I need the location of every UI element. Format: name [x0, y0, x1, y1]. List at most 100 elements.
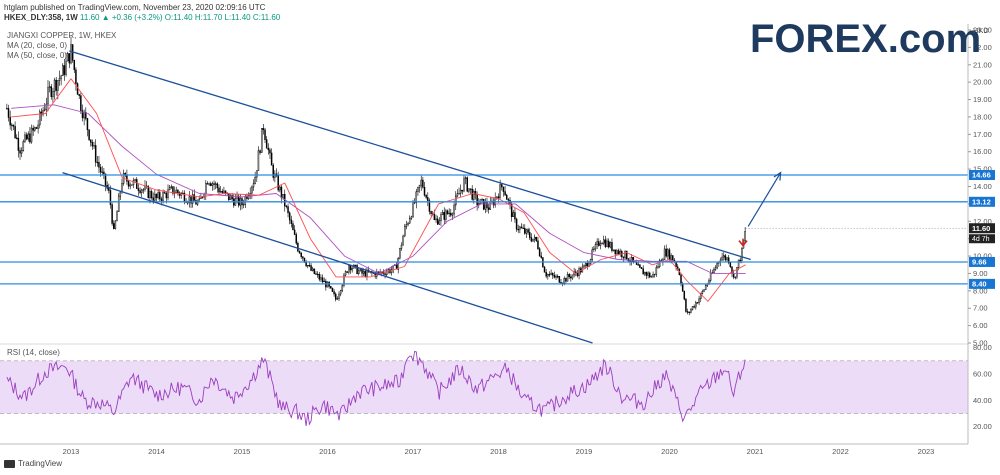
candle-body: [507, 199, 510, 201]
candle-body: [159, 192, 161, 200]
candle-body: [104, 173, 107, 186]
ohlc-readout: 11.60 ▲ +0.36 (+3.2%) O:11.40 H:11.70 L:…: [80, 13, 281, 22]
candle-body: [688, 311, 690, 314]
ma20-legend[interactable]: MA (20, close, 0): [7, 41, 68, 50]
candle-body: [132, 180, 135, 185]
candle-body: [68, 53, 71, 64]
candle-body: [267, 147, 270, 151]
candle-body: [43, 108, 46, 111]
candle-body: [736, 267, 738, 278]
candle-body: [80, 95, 82, 111]
candle-body: [32, 127, 34, 131]
candle-body: [653, 273, 656, 276]
symbol-header: HKEX_DLY:358, 1W 11.60 ▲ +0.36 (+3.2%) O…: [4, 13, 280, 22]
candle-body: [476, 194, 478, 206]
candle-body: [326, 281, 329, 288]
candle-body: [578, 268, 580, 277]
price-tick-label: 19.00: [973, 95, 992, 104]
candle-body: [91, 141, 94, 147]
candle-body: [723, 255, 725, 258]
candle-body: [505, 194, 508, 200]
candle-body: [310, 265, 312, 271]
candle-body: [27, 133, 29, 140]
candle-body: [538, 248, 541, 257]
candle-body: [601, 242, 603, 245]
candle-body: [571, 274, 574, 279]
candle-body: [76, 83, 79, 95]
chart-title: JIANGXI COPPER, 1W, HKEX: [7, 31, 117, 40]
candle-body: [683, 290, 686, 300]
tradingview-footer[interactable]: TradingView: [4, 459, 62, 468]
candle-body: [247, 195, 250, 199]
candle-body: [399, 248, 401, 259]
candle-body: [550, 272, 552, 275]
time-tick-label: 2015: [234, 447, 251, 456]
candle-body: [647, 272, 649, 276]
candle-body: [262, 128, 265, 131]
candle-body: [593, 248, 595, 251]
candle-body: [218, 187, 220, 193]
ma50-legend[interactable]: MA (50, close, 0): [7, 51, 68, 60]
candle-body: [540, 255, 542, 258]
level-price-tag: [969, 278, 995, 289]
candle-body: [37, 124, 39, 129]
candle-body: [686, 311, 689, 313]
candle-body: [458, 193, 460, 195]
upper-trendline[interactable]: [69, 50, 751, 261]
candle-body: [154, 193, 156, 201]
rsi-tick-label: 40.00: [973, 396, 992, 405]
candle-body: [155, 193, 158, 198]
candle-body: [101, 171, 103, 173]
trendlines[interactable]: [62, 50, 782, 344]
candle-body: [724, 255, 727, 261]
axes: 5.006.007.008.009.0010.0011.0012.0013.00…: [0, 24, 992, 456]
candle-body: [50, 86, 53, 98]
candle-body: [626, 250, 628, 260]
candle-body: [594, 244, 597, 250]
candle-body: [206, 183, 209, 185]
candle-body: [443, 211, 445, 220]
candle-body: [617, 250, 620, 255]
candle-body: [404, 226, 406, 237]
candle-body: [7, 108, 10, 118]
candle-body: [298, 250, 301, 254]
candle-body: [364, 271, 367, 277]
candle-body: [714, 266, 717, 270]
candle-body: [657, 266, 659, 268]
symbol-label: HKEX_DLY:358, 1W: [4, 13, 78, 22]
horizontal-levels[interactable]: [0, 174, 968, 285]
candle-body: [302, 256, 304, 259]
time-tick-label: 2020: [661, 447, 678, 456]
candle-body: [265, 139, 268, 149]
candle-body: [474, 190, 477, 196]
candle-body: [645, 271, 648, 276]
candle-body: [256, 170, 258, 178]
candle-body: [484, 202, 487, 210]
candle-body: [612, 249, 615, 251]
price-tick-label: 18.00: [973, 112, 992, 121]
price-tick-label: 23.00: [973, 26, 992, 35]
candle-body: [349, 265, 352, 271]
candle-body: [89, 139, 92, 143]
rsi-tick-label: 60.00: [973, 370, 992, 379]
price-tags: 14.66 13.12 9.66 8.40 11.60 4d 7h: [969, 170, 995, 289]
time-tick-label: 2013: [63, 447, 80, 456]
level-price-tag: [969, 256, 995, 267]
projection-arrow-line[interactable]: [747, 172, 782, 227]
price-tick-label: 21.00: [973, 60, 992, 69]
rsi-legend[interactable]: RSI (14, close): [7, 348, 60, 357]
rsi-tick-label: 80.00: [973, 343, 992, 352]
candle-body: [427, 197, 429, 201]
candle-body: [311, 268, 314, 271]
candle-body: [732, 273, 735, 278]
candle-body: [668, 249, 671, 260]
candle-body: [149, 191, 151, 198]
lower-trendline[interactable]: [62, 171, 593, 344]
candle-body: [635, 262, 638, 265]
candle-body: [116, 211, 118, 222]
author-name[interactable]: htglam: [4, 3, 29, 12]
candle-body: [81, 110, 84, 119]
candle-body: [691, 306, 694, 310]
candle-body: [244, 195, 247, 205]
